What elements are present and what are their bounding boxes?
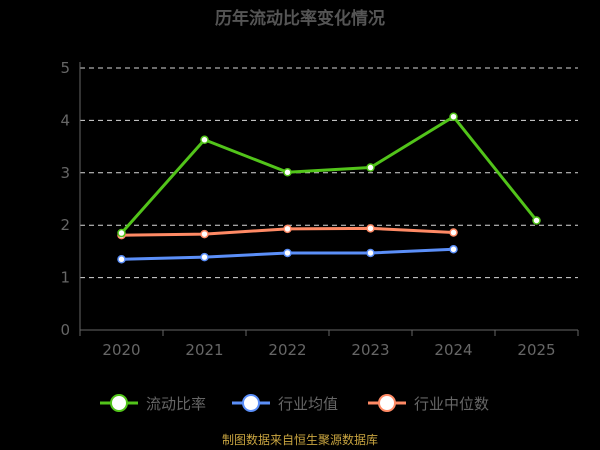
- legend-item[interactable]: 流动比率: [100, 394, 206, 413]
- data-point: [532, 216, 541, 225]
- data-point: [366, 248, 375, 258]
- legend-swatch-circle: [110, 394, 128, 412]
- data-point: [283, 224, 292, 234]
- source-note: 制图数据来自恒生聚源数据库: [222, 432, 378, 447]
- y-tick-label: 1: [60, 269, 70, 287]
- data-point: [283, 168, 292, 177]
- legend-item[interactable]: 行业中位数: [368, 394, 489, 413]
- legend: 流动比率 行业均值 行业中位数: [100, 394, 489, 413]
- series-行业均值: [117, 245, 458, 264]
- legend-label: 行业均值: [278, 395, 338, 413]
- legend-label: 行业中位数: [414, 395, 489, 413]
- x-tick-label: 2023: [351, 341, 389, 359]
- series-line: [120, 115, 538, 235]
- chart-title: 历年流动比率变化情况: [215, 8, 385, 29]
- data-point: [366, 224, 375, 233]
- data-point: [449, 228, 458, 237]
- legend-swatch-circle: [242, 394, 260, 412]
- y-tick-label: 2: [60, 216, 70, 234]
- data-point: [200, 229, 209, 239]
- axes: 0 1 2 3 4 5 2020 2021 2022 2023 2024 2025: [60, 59, 579, 359]
- x-tick-label: 2025: [517, 341, 555, 359]
- x-tick-label: 2020: [102, 341, 140, 359]
- data-point: [117, 255, 126, 264]
- y-tick-label: 3: [60, 164, 70, 182]
- data-point: [200, 252, 209, 262]
- series-流动比率: [117, 112, 541, 238]
- series-行业中位数: [117, 224, 458, 240]
- grid-lines: [80, 67, 578, 279]
- data-point: [283, 248, 292, 258]
- y-tick-label: 5: [60, 59, 70, 77]
- data-point: [117, 228, 126, 238]
- y-tick-label: 0: [60, 321, 70, 339]
- x-tick-label: 2021: [185, 341, 223, 359]
- y-tick-label: 4: [60, 111, 70, 129]
- data-point: [449, 245, 458, 254]
- x-tick-label: 2022: [268, 341, 306, 359]
- legend-label: 流动比率: [146, 395, 206, 413]
- x-tick-label: 2024: [434, 341, 472, 359]
- data-point: [449, 112, 458, 121]
- series-layer: [117, 112, 541, 264]
- legend-swatch-circle: [378, 394, 396, 412]
- data-point: [366, 163, 375, 172]
- legend-item[interactable]: 行业均值: [232, 394, 338, 413]
- data-point: [200, 135, 209, 145]
